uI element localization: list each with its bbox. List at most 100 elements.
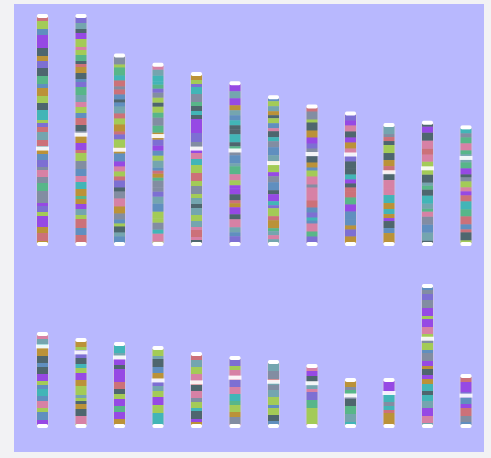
band [306, 371, 318, 376]
band [75, 64, 87, 67]
band [422, 395, 433, 401]
band [460, 232, 472, 241]
band [152, 106, 164, 113]
telomere [345, 111, 356, 116]
telomere [229, 81, 241, 86]
band [268, 155, 279, 162]
band [383, 153, 395, 161]
telomere [306, 104, 318, 109]
telomere [37, 332, 48, 336]
band [152, 150, 164, 156]
band [268, 415, 279, 421]
band [75, 79, 87, 82]
band [37, 96, 48, 103]
band [422, 167, 433, 175]
band [75, 118, 87, 125]
band [114, 389, 125, 394]
telomere [460, 374, 472, 378]
band [114, 94, 125, 100]
band [229, 110, 241, 116]
band [345, 187, 356, 192]
band [229, 214, 241, 220]
band [460, 150, 472, 155]
band [268, 141, 279, 148]
band [152, 125, 164, 133]
band [268, 408, 279, 415]
karyotype-panel [14, 4, 484, 452]
band [383, 406, 395, 410]
band [191, 391, 202, 398]
band [383, 240, 395, 243]
band [37, 88, 48, 96]
chromosome-2-12 [459, 374, 473, 428]
band [75, 176, 87, 182]
band [268, 123, 279, 129]
band [37, 107, 48, 110]
chromosome-1-3 [113, 53, 126, 246]
chromosome-1-9 [344, 111, 357, 246]
band [37, 385, 48, 389]
band [191, 194, 202, 198]
band [306, 130, 318, 138]
chromosome-2-2 [74, 338, 88, 428]
band [422, 353, 433, 361]
chromosome-1-6 [228, 81, 242, 246]
band [268, 98, 279, 102]
telomere [268, 360, 279, 364]
band [422, 232, 433, 241]
chromosome-2-8 [305, 364, 319, 428]
band [268, 137, 279, 142]
band [191, 227, 202, 230]
band [75, 228, 87, 235]
band [268, 194, 279, 202]
centromere [151, 134, 165, 139]
band [268, 220, 279, 229]
band [422, 140, 433, 149]
band [152, 81, 164, 85]
band [345, 174, 356, 180]
band [75, 395, 87, 398]
band [191, 385, 202, 391]
band [75, 150, 87, 153]
band [422, 126, 433, 133]
band [268, 397, 279, 405]
band [37, 56, 48, 61]
band [422, 132, 433, 141]
band [114, 176, 125, 181]
band [268, 385, 279, 390]
telomere [229, 242, 241, 246]
band [37, 389, 48, 396]
band [306, 382, 318, 389]
band [229, 84, 241, 92]
band [152, 386, 164, 391]
band [37, 420, 48, 425]
band [306, 162, 318, 168]
centromere [228, 148, 242, 153]
band [37, 195, 48, 203]
band [37, 150, 48, 154]
band [75, 161, 87, 169]
band [229, 194, 241, 201]
band [152, 97, 164, 103]
band [422, 294, 433, 300]
band [229, 359, 241, 366]
band [422, 366, 433, 369]
centromere [267, 379, 280, 384]
telomere [37, 14, 48, 18]
band [152, 170, 164, 174]
band [191, 355, 202, 360]
band [191, 126, 202, 133]
band [37, 216, 48, 219]
band [152, 379, 164, 386]
band [114, 406, 125, 412]
band [152, 222, 164, 230]
band [37, 127, 48, 132]
band [422, 290, 433, 294]
band [460, 389, 472, 392]
band [268, 228, 279, 232]
band [229, 125, 241, 130]
band [229, 163, 241, 167]
band [114, 198, 125, 207]
chromosome-2-5 [190, 352, 203, 428]
band [114, 134, 125, 140]
